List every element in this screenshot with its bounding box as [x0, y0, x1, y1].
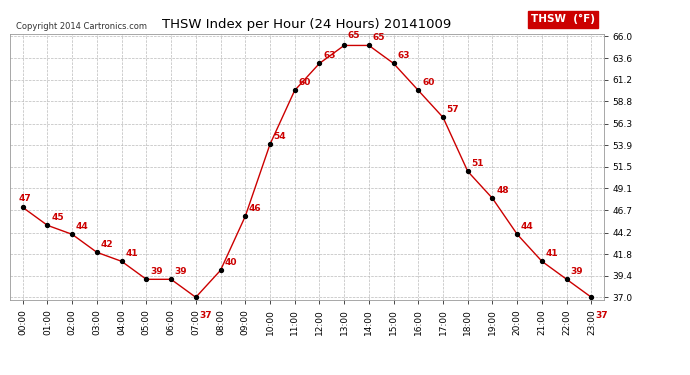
- Point: [42, 222, 53, 228]
- Text: 48: 48: [496, 186, 509, 195]
- Point: [239, 213, 250, 219]
- Point: [437, 114, 448, 120]
- Point: [586, 294, 597, 300]
- Text: 63: 63: [397, 51, 410, 60]
- Point: [388, 60, 399, 66]
- Point: [141, 276, 152, 282]
- Text: 40: 40: [224, 258, 237, 267]
- Text: 57: 57: [446, 105, 460, 114]
- Text: 42: 42: [101, 240, 113, 249]
- Text: 39: 39: [571, 267, 583, 276]
- Text: 54: 54: [274, 132, 286, 141]
- Point: [91, 249, 102, 255]
- Point: [17, 204, 28, 210]
- Text: Copyright 2014 Cartronics.com: Copyright 2014 Cartronics.com: [17, 22, 147, 31]
- Point: [512, 231, 523, 237]
- Text: 65: 65: [373, 33, 385, 42]
- Point: [364, 42, 375, 48]
- Point: [289, 87, 300, 93]
- Point: [116, 258, 127, 264]
- Point: [487, 195, 498, 201]
- Text: 46: 46: [249, 204, 262, 213]
- Point: [339, 42, 350, 48]
- Text: 37: 37: [595, 311, 608, 320]
- Text: 60: 60: [422, 78, 435, 87]
- Point: [536, 258, 547, 264]
- Text: 39: 39: [150, 267, 163, 276]
- Text: 41: 41: [546, 249, 558, 258]
- Point: [314, 60, 325, 66]
- Text: 65: 65: [348, 31, 360, 40]
- Text: 60: 60: [298, 78, 310, 87]
- Text: 47: 47: [19, 194, 32, 203]
- Point: [166, 276, 177, 282]
- Text: 51: 51: [471, 159, 484, 168]
- Point: [413, 87, 424, 93]
- Text: 45: 45: [51, 213, 63, 222]
- Text: THSW  (°F): THSW (°F): [531, 14, 595, 24]
- Point: [462, 168, 473, 174]
- Text: 37: 37: [199, 311, 212, 320]
- Text: 39: 39: [175, 267, 188, 276]
- Point: [264, 141, 275, 147]
- Point: [215, 267, 226, 273]
- Text: 41: 41: [126, 249, 138, 258]
- Point: [561, 276, 572, 282]
- Title: THSW Index per Hour (24 Hours) 20141009: THSW Index per Hour (24 Hours) 20141009: [162, 18, 452, 31]
- Text: 44: 44: [76, 222, 88, 231]
- Point: [190, 294, 201, 300]
- Text: 63: 63: [323, 51, 335, 60]
- Point: [67, 231, 78, 237]
- Text: 44: 44: [521, 222, 533, 231]
